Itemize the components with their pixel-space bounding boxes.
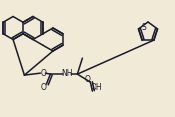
Text: NH: NH — [62, 69, 73, 78]
Text: O: O — [40, 69, 46, 78]
Text: S: S — [141, 23, 146, 32]
Text: OH: OH — [91, 83, 102, 92]
Text: O: O — [40, 83, 46, 92]
Text: O: O — [84, 75, 90, 84]
